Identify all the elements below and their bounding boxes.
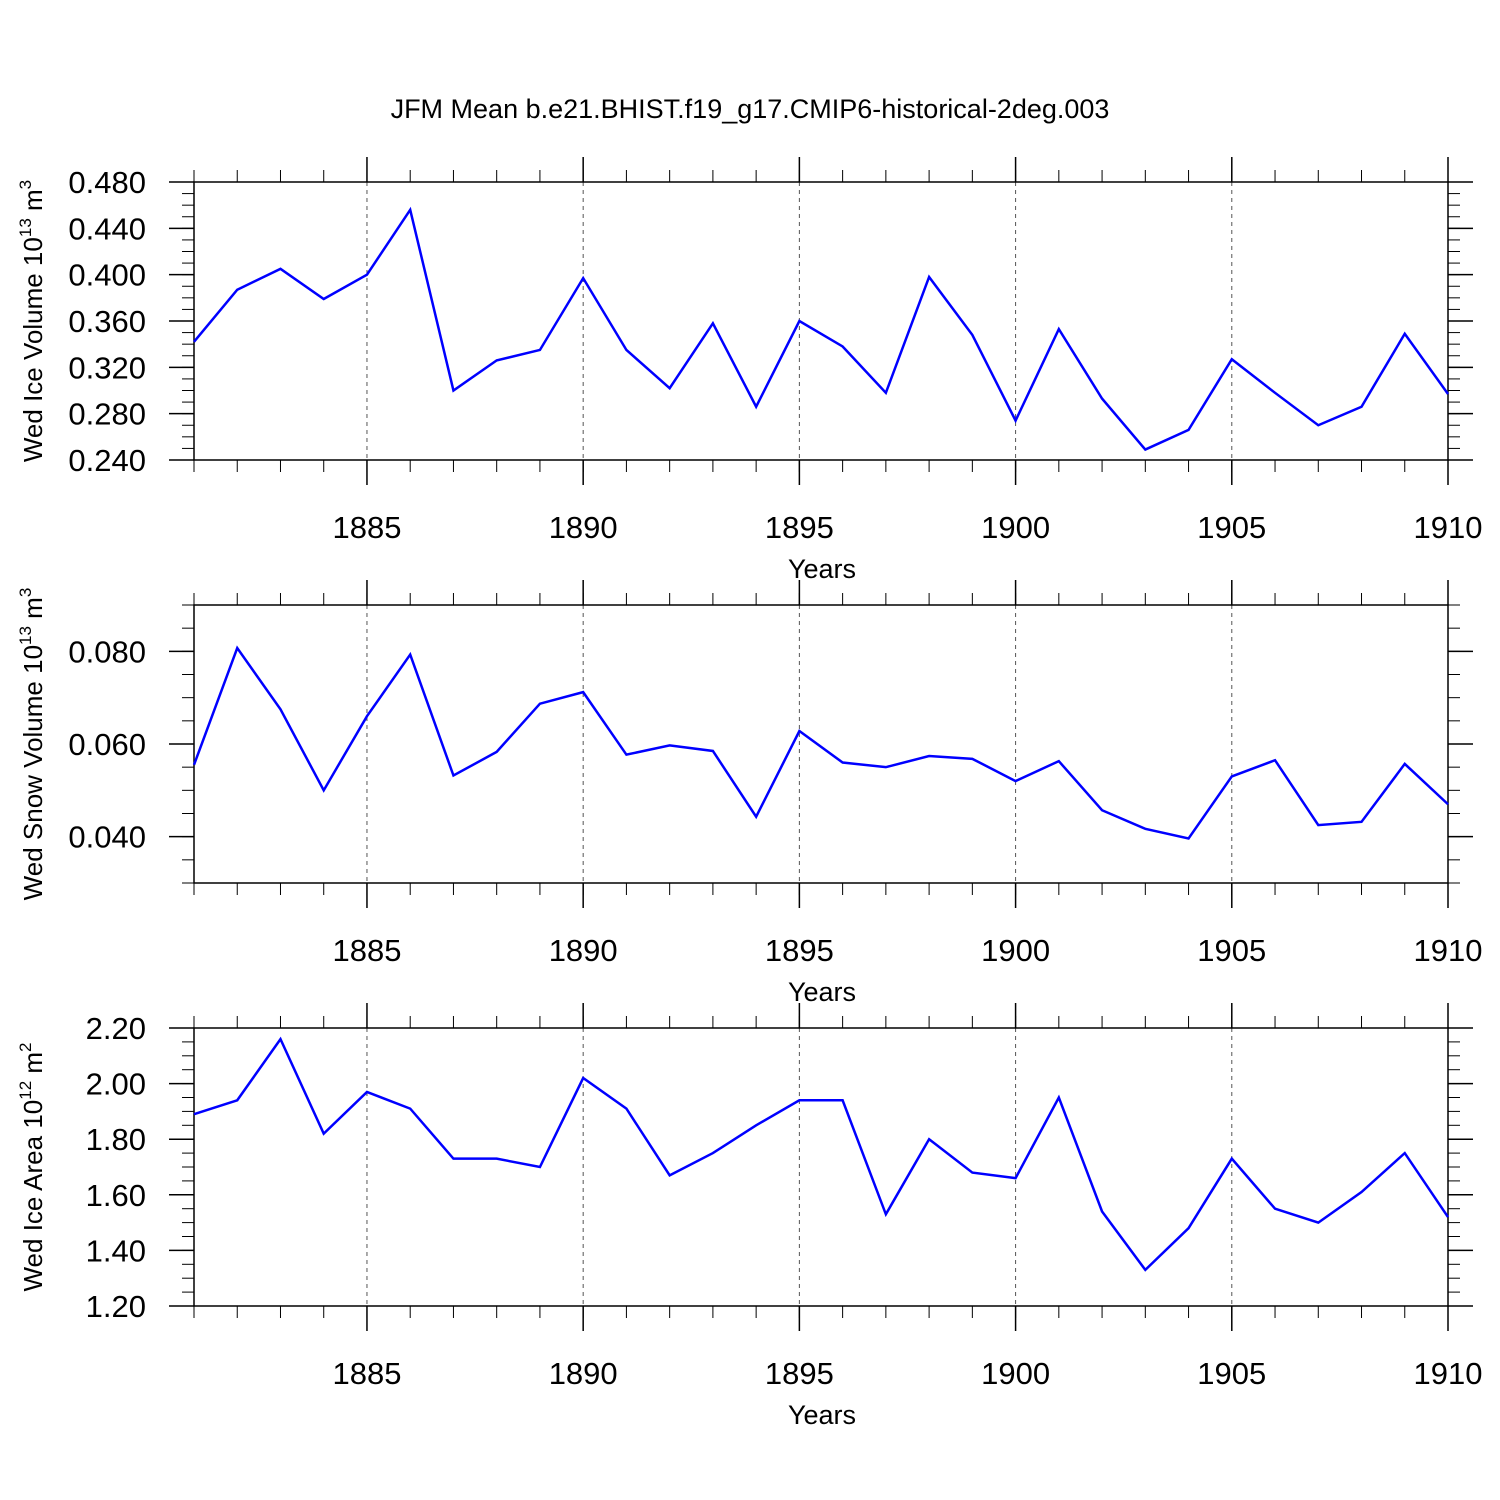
y-tick-label: 1.80 (86, 1122, 146, 1157)
x-tick-label: 1900 (981, 510, 1050, 545)
series-line (193, 206, 1450, 452)
x-tick-label: 1910 (1414, 933, 1483, 968)
y-tick-label: 0.060 (68, 727, 146, 762)
x-tick-label: 1905 (1197, 933, 1266, 968)
chart-panel-3: 1885 1890 1895 1900 1905 1910 1.20 1.40 1.60 1.80… (16, 1003, 1482, 1430)
x-tick-label: 1895 (765, 510, 834, 545)
x-axis-label: Years (788, 1400, 856, 1430)
y-axis-label: Wed Ice Area 1012 m2 (16, 1042, 48, 1291)
y-tick-label: 2.20 (86, 1011, 146, 1046)
series-line (193, 1036, 1450, 1272)
x-tick-label: 1885 (332, 1356, 401, 1391)
x-tick-label: 1890 (549, 1356, 618, 1391)
x-tick-label: 1905 (1197, 510, 1266, 545)
plot-frame (193, 604, 1449, 884)
y-tick-label: 0.280 (68, 397, 146, 432)
y-tick-label: 1.60 (86, 1178, 146, 1213)
x-tick-label: 1895 (765, 1356, 834, 1391)
x-tick-label: 1900 (981, 933, 1050, 968)
y-tick-label: 0.480 (68, 165, 146, 200)
y-axis-label: Wed Ice Volume 1013 m3 (16, 180, 48, 462)
x-tick-label: 1885 (332, 510, 401, 545)
x-tick-label: 1900 (981, 1356, 1050, 1391)
y-tick-label: 2.00 (86, 1067, 146, 1102)
chart-panel-1: 1885 1890 1895 1900 1905 1910 0.240 0.280 0.320 0… (16, 157, 1482, 584)
y-tick-label: 0.040 (68, 820, 146, 855)
panels: 1885 1890 1895 1900 1905 1910 0.240 0.280 0.320 0… (16, 157, 1482, 1430)
y-tick-label: 0.440 (68, 211, 146, 246)
y-axis-label: Wed Snow Volume 1013 m3 (16, 588, 48, 901)
x-axis-label: Years (788, 554, 856, 584)
x-tick-label: 1910 (1414, 510, 1483, 545)
x-tick-label: 1910 (1414, 1356, 1483, 1391)
y-tick-label: 0.360 (68, 304, 146, 339)
x-tick-label: 1895 (765, 933, 834, 968)
x-tick-label: 1905 (1197, 1356, 1266, 1391)
x-tick-label: 1885 (332, 933, 401, 968)
series-line (192, 645, 1449, 840)
y-tick-label: 1.20 (86, 1289, 146, 1324)
y-tick-label: 0.400 (68, 258, 146, 293)
y-tick-label: 1.40 (86, 1233, 146, 1268)
chart-title: JFM Mean b.e21.BHIST.f19_g17.CMIP6-histo… (391, 94, 1110, 124)
y-tick-label: 0.320 (68, 350, 146, 385)
chart-panel-2: 1885 1890 1895 1900 1905 1910 0.040 0.060 0.080 Y… (16, 580, 1482, 1007)
x-tick-label: 1890 (549, 933, 618, 968)
plot-frame (193, 1027, 1449, 1307)
y-tick-label: 0.080 (68, 634, 146, 669)
plot-frame (193, 181, 1449, 461)
x-axis-label: Years (788, 977, 856, 1007)
x-tick-label: 1890 (549, 510, 618, 545)
y-tick-label: 0.240 (68, 443, 146, 478)
